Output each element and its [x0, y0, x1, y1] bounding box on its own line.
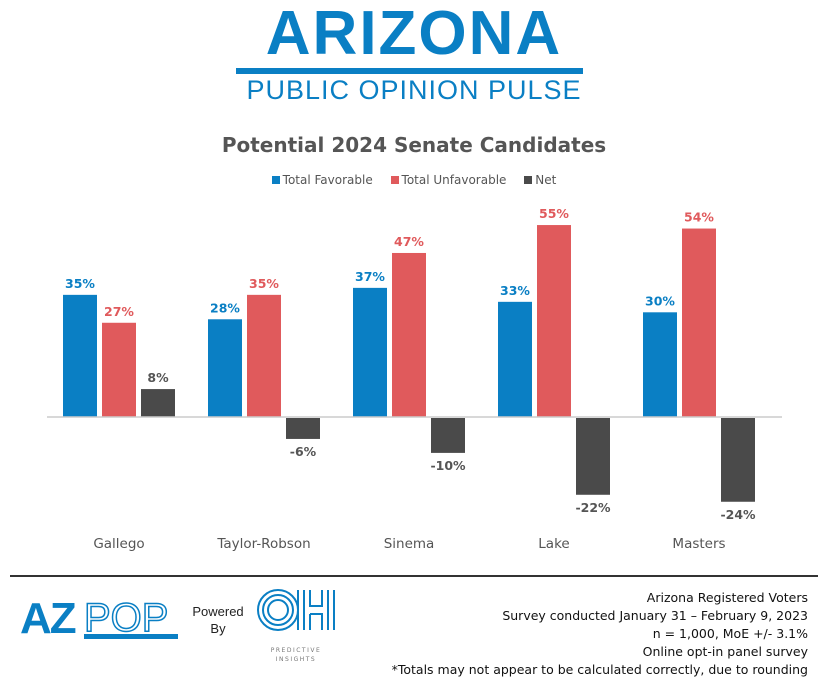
legend-item-net: Net	[524, 173, 556, 187]
chart-title: Potential 2024 Senate Candidates	[221, 133, 607, 157]
meta-population: Arizona Registered Voters	[646, 590, 808, 605]
bar-net-taylor-robson	[286, 418, 320, 439]
data-label: 47%	[394, 234, 424, 249]
category-label: Masters	[672, 536, 725, 552]
data-label: -22%	[575, 500, 611, 515]
legend-label: Total Unfavorable	[401, 173, 507, 187]
svg-text:INSIGHTS: INSIGHTS	[276, 656, 316, 663]
bar-net-sinema	[431, 418, 465, 453]
bar-total-favorable-masters	[643, 312, 677, 417]
azpop-az: AZ	[20, 595, 76, 641]
data-label: 35%	[65, 276, 95, 291]
bar-net-lake	[576, 418, 610, 495]
logo-subtitle: PUBLIC OPINION PULSE	[246, 75, 582, 105]
footer-divider	[10, 575, 818, 577]
azpop-logo: AZ POP	[20, 595, 178, 641]
bar-net-masters	[721, 418, 755, 502]
category-label: Gallego	[93, 536, 144, 552]
legend-item-unfavorable: Total Unfavorable	[390, 173, 507, 187]
azpop-pop: POP	[84, 596, 168, 640]
bar-chart: 35% 27% 8% Gallego 28% 35% -6% Taylor-Robson 37%…	[47, 206, 782, 552]
legend-swatch-favorable	[271, 176, 280, 184]
bar-total-unfavorable-lake	[537, 225, 571, 417]
oh-logo-text: PREDICTIVE	[271, 647, 322, 654]
powered-by-text: Powered By	[188, 603, 248, 637]
data-label: 30%	[645, 293, 675, 308]
bar-total-unfavorable-masters	[682, 228, 716, 417]
predictive-insights-logo: PREDICTIVE INSIGHTS	[257, 589, 335, 663]
bar-total-unfavorable-sinema	[392, 252, 426, 417]
data-label: 55%	[539, 206, 569, 221]
category-label: Lake	[538, 536, 569, 552]
logo-title: Arizona	[265, 0, 563, 68]
legend-swatch-net	[524, 176, 533, 184]
data-label: 27%	[104, 304, 134, 319]
bar-total-unfavorable-gallego	[102, 322, 136, 417]
data-label: 33%	[500, 283, 530, 298]
category-label: Taylor-Robson	[216, 536, 310, 552]
legend-label: Total Favorable	[282, 173, 373, 187]
chart-legend: Total Favorable Total Unfavorable Net	[0, 173, 828, 187]
data-label: 8%	[147, 370, 169, 385]
bar-total-favorable-lake	[498, 301, 532, 417]
legend-swatch-unfavorable	[390, 176, 399, 184]
data-label: -10%	[430, 458, 466, 473]
data-label: -24%	[720, 507, 756, 522]
bars-layer	[63, 225, 755, 502]
bar-total-favorable-gallego	[63, 294, 97, 417]
category-label: Sinema	[384, 536, 435, 552]
by-line: By	[210, 621, 226, 636]
meta-note: *Totals may not appear to be calculated …	[391, 662, 808, 677]
logo-rule	[236, 68, 583, 74]
meta-dates: Survey conducted January 31 – February 9…	[502, 608, 808, 623]
powered-line: Powered	[192, 604, 244, 619]
bar-total-favorable-taylor-robson	[208, 319, 242, 417]
legend-item-favorable: Total Favorable	[271, 173, 373, 187]
labels-layer: 35% 27% 8% Gallego 28% 35% -6% Taylor-Robson 37%…	[65, 206, 756, 552]
data-label: 54%	[684, 210, 714, 225]
bar-total-unfavorable-taylor-robson	[247, 294, 281, 417]
legend-label: Net	[535, 173, 557, 187]
data-label: 28%	[210, 300, 240, 315]
data-label: 37%	[355, 269, 385, 284]
bar-net-gallego	[141, 389, 175, 417]
bar-total-favorable-sinema	[353, 287, 387, 417]
meta-method: Online opt-in panel survey	[642, 644, 808, 659]
meta-sample: n = 1,000, MoE +/- 3.1%	[652, 626, 808, 641]
survey-metadata: Arizona Registered Voters Survey conduct…	[392, 589, 808, 679]
data-label: -6%	[290, 444, 317, 459]
data-label: 35%	[249, 276, 279, 291]
